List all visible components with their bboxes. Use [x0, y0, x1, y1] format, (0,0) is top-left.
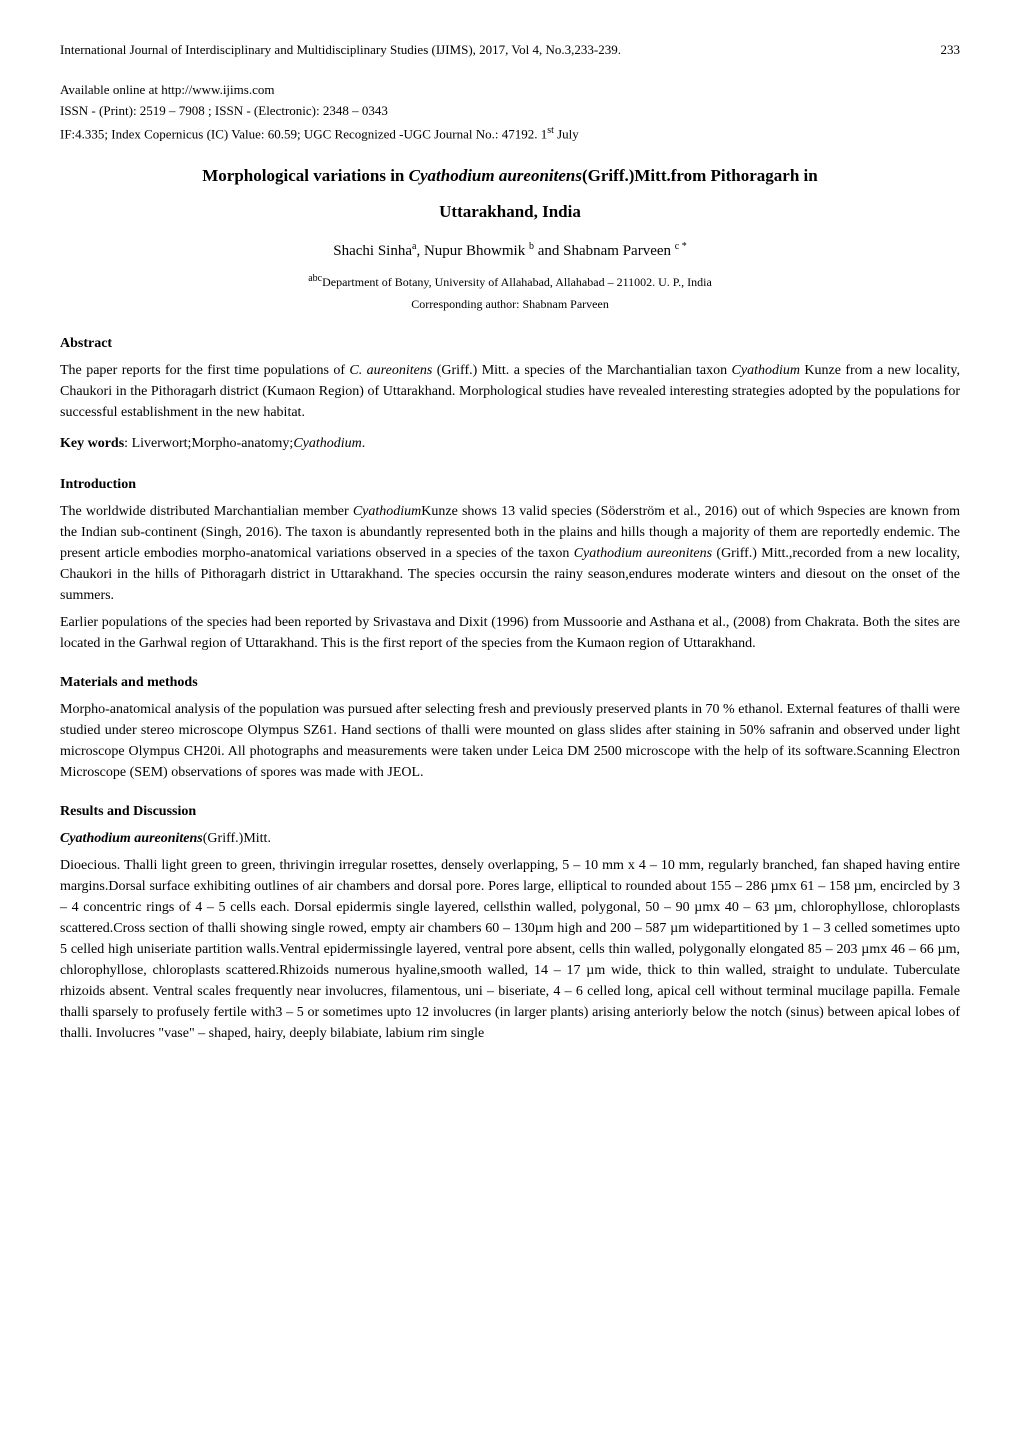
affiliation-line: abcDepartment of Botany, University of A…	[60, 271, 960, 291]
author1-name: Shachi Sinha	[333, 243, 412, 259]
keywords-colon: :	[124, 436, 131, 451]
available-online: Available online at http://www.ijims.com	[60, 80, 960, 100]
species-post: (Griff.)Mitt.	[203, 831, 271, 846]
corresponding-author: Corresponding author: Shabnam Parveen	[60, 295, 960, 313]
abstract-mid: (Griff.) Mitt. a species of the Marchant…	[432, 363, 731, 378]
page-number: 233	[941, 40, 961, 60]
sep1: ,	[416, 243, 424, 259]
intro-p1-i2: Cyathodium aureonitens	[574, 546, 712, 561]
results-heading: Results and Discussion	[60, 801, 960, 822]
author3-name: Shabnam Parveen	[563, 243, 675, 259]
journal-header-text: International Journal of Interdisciplina…	[60, 42, 621, 57]
title-post: (Griff.)Mitt.from Pithoragarh in	[582, 166, 818, 185]
sep2: and	[534, 243, 563, 259]
article-title-line1: Morphological variations in Cyathodium a…	[60, 163, 960, 189]
affiliation-text: Department of Botany, University of Alla…	[322, 275, 712, 289]
introduction-p1: The worldwide distributed Marchantialian…	[60, 501, 960, 606]
species-italic: Cyathodium aureonitens	[60, 831, 203, 846]
article-title-line2: Uttarakhand, India	[60, 199, 960, 225]
introduction-heading: Introduction	[60, 474, 960, 495]
author3-sup: c *	[675, 241, 687, 252]
impact-text: IF:4.335; Index Copernicus (IC) Value: 6…	[60, 126, 547, 141]
introduction-p2: Earlier populations of the species had b…	[60, 612, 960, 654]
keywords-text: Liverwort;Morpho-anatomy;	[132, 436, 294, 451]
methods-heading: Materials and methods	[60, 672, 960, 693]
intro-p1-pre: The worldwide distributed Marchantialian…	[60, 504, 353, 519]
keywords-line: Key words: Liverwort;Morpho-anatomy;Cyat…	[60, 433, 960, 454]
impact-line: IF:4.335; Index Copernicus (IC) Value: 6…	[60, 123, 960, 144]
methods-p1: Morpho-anatomical analysis of the popula…	[60, 699, 960, 783]
title-pre: Morphological variations in	[202, 166, 408, 185]
issn-line: ISSN - (Print): 2519 – 7908 ; ISSN - (El…	[60, 101, 960, 121]
impact-tail: July	[554, 126, 579, 141]
species-name-line: Cyathodium aureonitens(Griff.)Mitt.	[60, 828, 960, 849]
abstract-pre: The paper reports for the first time pop…	[60, 363, 349, 378]
abstract-paragraph: The paper reports for the first time pop…	[60, 360, 960, 423]
intro-p1-i1: Cyathodium	[353, 504, 421, 519]
author2-name: Nupur Bhowmik	[424, 243, 529, 259]
title-italic: Cyathodium aureonitens	[409, 166, 582, 185]
impact-sup: st	[547, 125, 554, 136]
keywords-period: .	[362, 436, 366, 451]
affiliation-sup: abc	[308, 273, 322, 284]
keywords-italic: Cyathodium	[293, 436, 361, 451]
keywords-label: Key words	[60, 436, 124, 451]
abstract-i1: C. aureonitens	[349, 363, 432, 378]
running-header: International Journal of Interdisciplina…	[60, 40, 960, 60]
results-p1: Dioecious. Thalli light green to green, …	[60, 855, 960, 1044]
journal-meta: Available online at http://www.ijims.com…	[60, 80, 960, 144]
abstract-heading: Abstract	[60, 333, 960, 354]
authors-line: Shachi Sinhaa, Nupur Bhowmik b and Shabn…	[60, 239, 960, 263]
abstract-i2: Cyathodium	[732, 363, 800, 378]
